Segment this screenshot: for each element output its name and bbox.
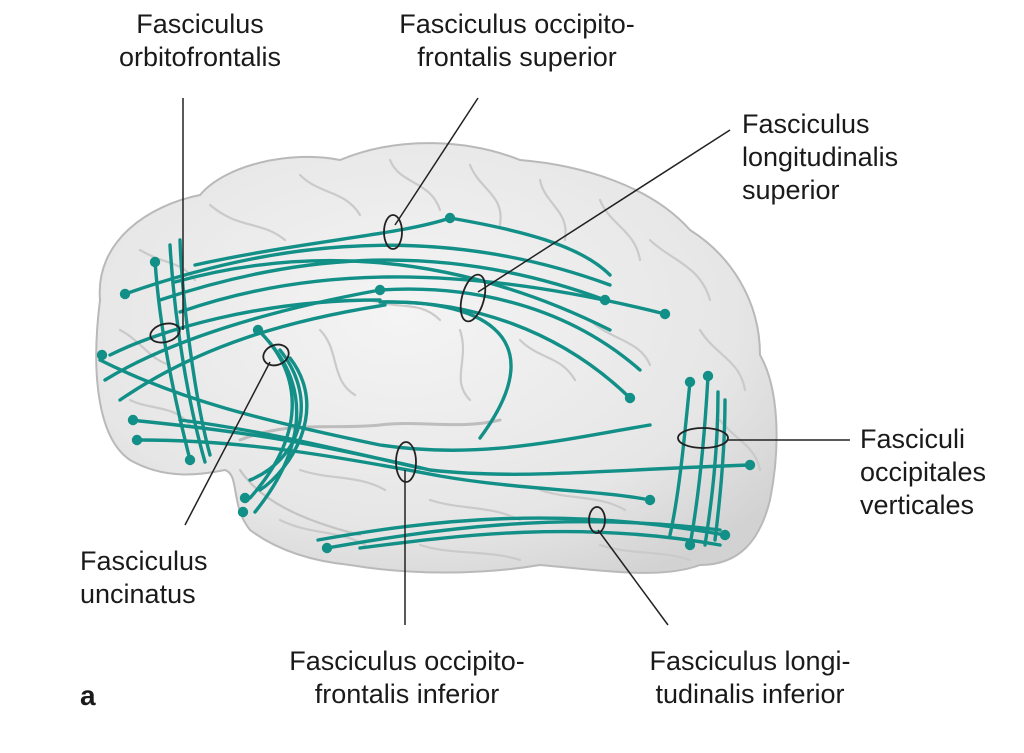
fiber-ov-2-start-dot <box>702 370 714 382</box>
fiber-sup-8-end-dot <box>624 392 636 404</box>
fiber-unc-1-end-dot <box>239 492 251 504</box>
fiber-ov-4 <box>713 398 727 542</box>
ring-occ-front-inf <box>395 441 417 483</box>
fiber-ov-1-start-dot <box>684 376 696 388</box>
fiber-unc-4 <box>258 356 309 492</box>
label-fasciculus-longitudinalis-superior: Fasciculus longitudinalis superior <box>742 109 899 205</box>
ring-orbitofrontalis <box>149 322 181 344</box>
fiber-ov-3 <box>703 390 720 547</box>
ring-long-inf <box>588 506 606 534</box>
label-fasciculi-occipitales-verticales: Fasciculi occipitales verticales <box>860 424 987 520</box>
label-fasciculus-occipitofrontalis-inferior: Fasciculus occipito- frontalis inferior <box>289 646 525 709</box>
fiber-sup-6 <box>448 216 612 277</box>
fiber-orb-1-start-dot <box>149 256 161 268</box>
fiber-inf-1-start-dot <box>127 414 139 426</box>
fiber-sup-3-end-dot <box>659 308 671 320</box>
fiber-inf-2 <box>138 438 652 502</box>
fiber-inf-2-end-dot <box>644 494 656 506</box>
fiber-orb-3 <box>178 238 212 457</box>
fiber-sup-6-start-dot <box>444 212 456 224</box>
label-fasciculus-uncinatus: Fasciculus uncinatus <box>80 546 208 609</box>
fiber-unc-1-start-dot <box>252 324 264 336</box>
panel-letter: a <box>80 680 96 711</box>
label-fasciculus-orbitofrontalis: Fasciculus orbitofrontalis <box>118 9 282 72</box>
fiber-ov-2 <box>688 374 710 547</box>
fiber-sup-7 <box>378 287 642 372</box>
leader-rings <box>149 214 729 534</box>
ring-occ-front-sup <box>383 214 403 250</box>
fiber-unc-2 <box>253 341 299 514</box>
fiber-sup-1 <box>123 243 612 296</box>
label-fasciculus-longitudinalis-inferior: Fasciculus longi- tudinalis inferior <box>649 646 851 709</box>
ring-occ-vert <box>677 427 729 449</box>
leader-long-inf <box>597 529 669 626</box>
label-fasciculus-occipitofrontalis-superior: Fasciculus occipito- frontalis superior <box>399 9 635 72</box>
fiber-orb-1-end-dot <box>184 454 196 466</box>
leader-lines <box>182 97 850 626</box>
leader-uncinatus <box>184 361 271 526</box>
fiber-sup-9 <box>381 300 513 440</box>
fiber-ov-2-end-dot <box>684 539 696 551</box>
fiber-orb-1 <box>153 258 192 462</box>
fiber-sup-4 <box>173 258 612 332</box>
fiber-ov-1 <box>668 380 692 537</box>
ring-long-sup <box>459 273 487 323</box>
fiber-sup-11 <box>103 288 382 382</box>
fiber-tracts <box>96 212 756 554</box>
fiber-sup-3 <box>178 275 667 316</box>
fiber-orb-2 <box>168 243 207 464</box>
fiber-unc-3 <box>248 348 303 482</box>
ring-uncinatus <box>262 343 290 367</box>
fiber-inf-1-end-dot <box>744 459 756 471</box>
fiber-li-2 <box>316 516 727 542</box>
fiber-sup-5 <box>193 216 452 267</box>
fiber-sup-12 <box>118 303 387 402</box>
fiber-sup-1-start-dot <box>119 288 131 300</box>
fiber-li-1-start-dot <box>321 542 333 554</box>
fiber-inf-1 <box>128 418 752 476</box>
fiber-sup-10 <box>108 298 382 357</box>
leader-long-sup <box>477 129 731 293</box>
fiber-sup-10-start-dot <box>96 349 108 361</box>
leader-occ-front-sup <box>394 97 479 226</box>
fiber-inf-2-start-dot <box>131 434 143 446</box>
fiber-li-2-end-dot <box>719 529 731 541</box>
fiber-li-3 <box>358 529 722 550</box>
fiber-unc-2-end-dot <box>237 506 249 518</box>
